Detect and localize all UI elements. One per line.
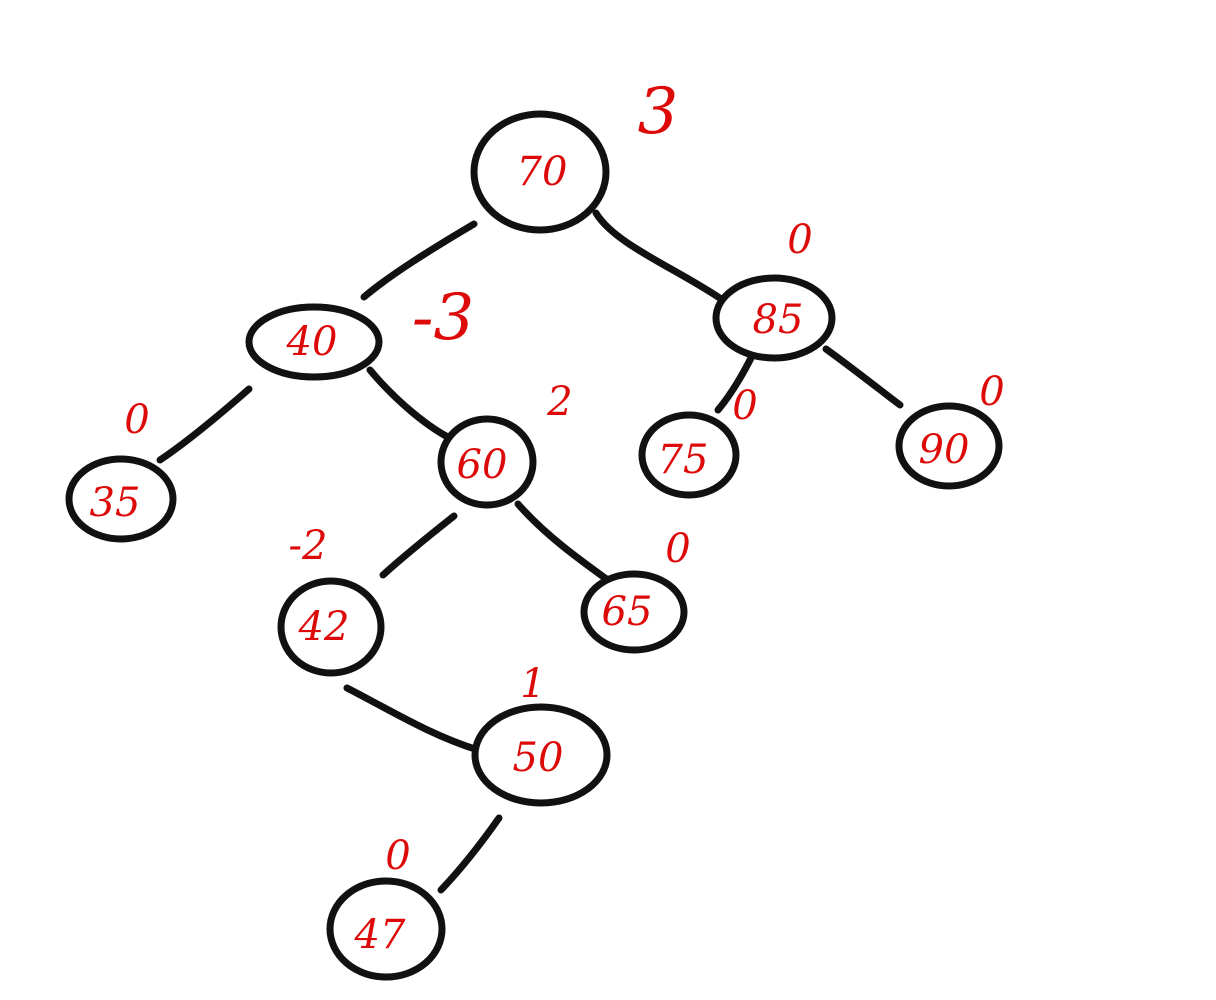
node-40-value: 40 <box>286 319 338 365</box>
node-65: 65 <box>580 570 688 654</box>
node-42: 42 <box>277 577 385 677</box>
node-60-value: 60 <box>457 442 508 488</box>
node-75-ring <box>638 411 740 499</box>
node-35: 35 <box>65 455 177 543</box>
edge-40-60 <box>366 366 462 446</box>
balance-65: 0 <box>665 526 690 572</box>
balance-75: 0 <box>732 383 757 429</box>
node-90-value: 90 <box>919 427 970 473</box>
node-47: 47 <box>326 877 446 981</box>
node-60: 60 <box>437 415 537 509</box>
node-75-value: 75 <box>658 437 709 483</box>
edge-42-50 <box>343 684 482 754</box>
balance-35: 0 <box>124 397 149 443</box>
node-42-value: 42 <box>298 604 350 650</box>
node-65-ring <box>580 570 688 654</box>
node-50-ring <box>471 703 611 807</box>
edges <box>156 209 904 894</box>
edge-50-47 <box>437 814 503 894</box>
node-70-ring <box>470 110 610 234</box>
node-35-ring <box>65 455 177 543</box>
node-40-ring <box>245 303 383 381</box>
balance-50: 1 <box>520 661 545 707</box>
node-65-value: 65 <box>602 589 653 635</box>
balance-42: -2 <box>289 523 328 569</box>
node-35-value: 35 <box>90 480 141 526</box>
node-85-ring <box>712 274 836 362</box>
node-47-ring <box>326 877 446 981</box>
node-70: 70 <box>470 110 610 234</box>
edge-70-40 <box>360 220 478 301</box>
balance-40: -3 <box>412 281 474 355</box>
edge-85-90 <box>822 345 904 409</box>
balance-90: 0 <box>979 369 1004 415</box>
node-85: 85 <box>712 274 836 362</box>
edge-60-42 <box>379 512 458 579</box>
node-40: 40 <box>245 303 383 381</box>
edge-85-75 <box>714 352 756 414</box>
node-75: 75 <box>638 411 740 499</box>
node-50: 50 <box>471 703 611 807</box>
balance-60: 2 <box>546 379 572 425</box>
node-42-ring <box>277 577 385 677</box>
node-70-value: 70 <box>517 149 568 195</box>
balance-labels: 3 -3 0 0 2 0 0 -2 0 1 0 <box>124 75 1004 879</box>
edge-70-85 <box>592 209 728 305</box>
edge-40-35 <box>156 385 253 464</box>
edge-60-65 <box>514 500 616 587</box>
balance-70: 3 <box>638 75 679 149</box>
node-90-ring <box>895 402 1003 490</box>
node-90: 90 <box>895 402 1003 490</box>
node-60-ring <box>437 415 537 509</box>
balance-47: 0 <box>385 833 410 879</box>
node-50-value: 50 <box>513 735 564 781</box>
balance-85: 0 <box>787 217 812 263</box>
node-47-value: 47 <box>354 912 406 958</box>
node-85-value: 85 <box>753 297 804 343</box>
